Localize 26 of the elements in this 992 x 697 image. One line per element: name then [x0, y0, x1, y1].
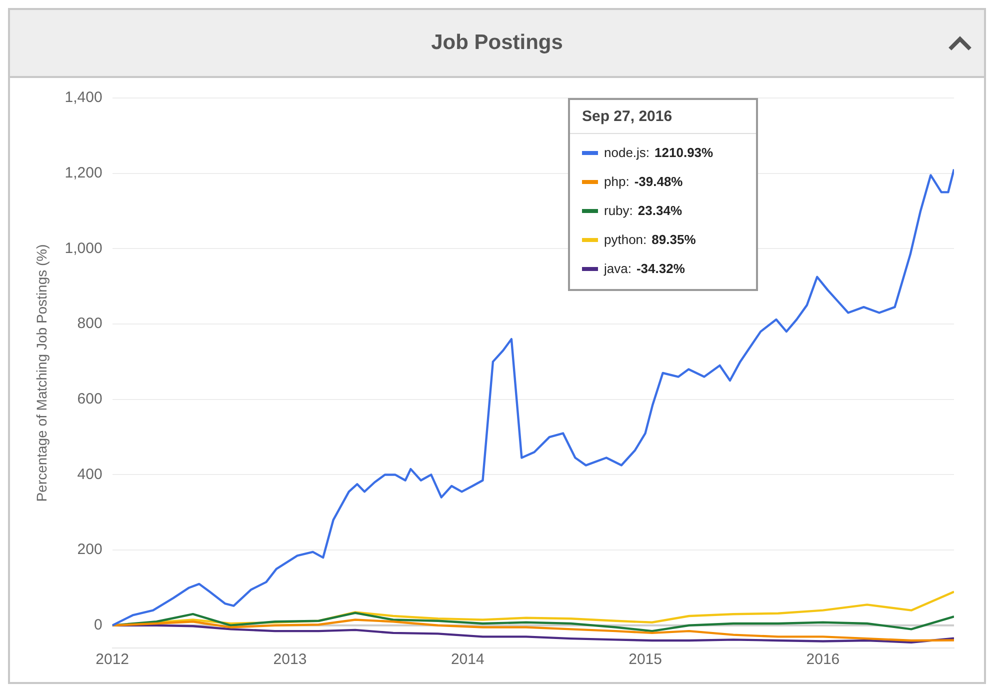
annotation: 89.35%: [652, 232, 696, 247]
x-tick-label: 2013: [273, 651, 307, 668]
legend-label: php:: [604, 174, 630, 189]
y-tick-label: 400: [77, 466, 102, 483]
legend-label: python:: [604, 232, 647, 247]
y-tick-label: 1,200: [64, 164, 102, 182]
annotation: -34.32%: [636, 261, 685, 276]
y-tick-label: 600: [77, 390, 102, 408]
x-tick-label: 2012: [96, 651, 130, 668]
legend-label: node.js:: [604, 145, 650, 160]
x-tick-label: 2016: [806, 651, 840, 668]
legend-label: ruby:: [604, 203, 633, 218]
y-tick-label: 1,000: [64, 240, 102, 257]
annotation: 1210.93%: [654, 145, 714, 160]
y-tick-label: 200: [77, 541, 102, 558]
x-tick-label: 2014: [450, 651, 484, 668]
chart-title: Job Postings: [431, 31, 563, 55]
y-tick-label: 1,400: [64, 89, 102, 106]
y-tick-label: 800: [77, 315, 102, 332]
y-axis-title: Percentage of Matching Job Postings (%): [33, 244, 50, 502]
annotation: -39.48%: [634, 174, 683, 189]
legend-label: java:: [604, 261, 632, 276]
y-tick-label: 0: [94, 616, 102, 634]
x-tick-label: 2015: [628, 651, 662, 668]
annotation: 23.34%: [638, 203, 682, 218]
legend-title: Sep 27, 2016: [570, 100, 756, 134]
